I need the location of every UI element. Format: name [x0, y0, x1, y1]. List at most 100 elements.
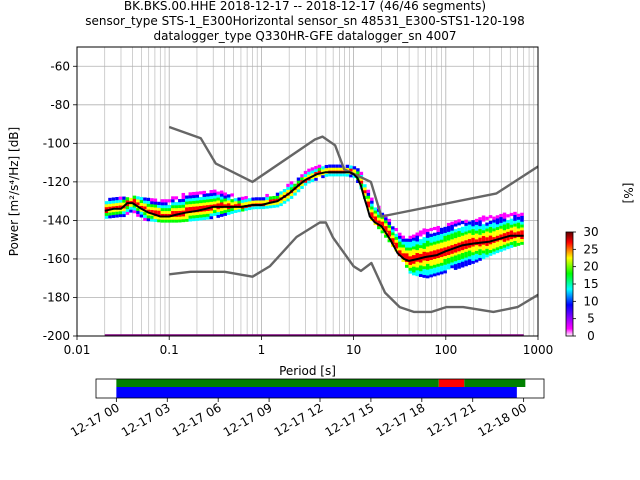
density-cell	[429, 233, 433, 237]
density-cell	[111, 203, 116, 207]
density-cell	[485, 231, 489, 235]
density-cell	[195, 206, 200, 210]
density-cell	[492, 233, 496, 238]
density-cell	[226, 200, 231, 204]
colorbar-tick-label: 0	[587, 329, 595, 343]
density-cell	[478, 243, 482, 247]
density-cell	[481, 232, 486, 237]
density-cell	[251, 206, 255, 210]
density-cell	[160, 219, 165, 223]
density-cell	[181, 192, 186, 197]
density-cell	[160, 210, 165, 214]
density-cell	[359, 177, 364, 181]
density-cell	[471, 254, 475, 259]
density-cell	[436, 272, 440, 276]
density-cell	[219, 202, 224, 206]
density-cell	[495, 229, 500, 233]
density-cell	[453, 240, 458, 244]
density-cell	[202, 213, 207, 218]
density-cell	[495, 215, 500, 219]
density-cell	[307, 180, 311, 184]
density-cell	[377, 211, 381, 215]
density-cell	[171, 196, 175, 200]
density-cell	[457, 259, 461, 263]
density-cell	[195, 194, 200, 198]
density-cell	[366, 189, 371, 193]
density-cell	[516, 222, 521, 226]
density-cell	[185, 204, 189, 208]
density-cell	[181, 201, 186, 205]
density-cell	[492, 219, 496, 223]
density-cell	[289, 192, 294, 197]
density-cell	[188, 203, 193, 208]
density-cell	[377, 220, 381, 224]
density-cell	[387, 239, 392, 243]
density-cell	[502, 224, 507, 228]
density-cell	[118, 211, 123, 215]
density-cell	[153, 201, 158, 205]
density-cell	[209, 198, 213, 202]
density-cell	[233, 201, 238, 205]
density-cell	[387, 233, 392, 237]
density-cell	[520, 221, 524, 225]
density-cell	[199, 217, 203, 221]
density-cell	[153, 207, 158, 211]
density-cell	[422, 263, 426, 267]
density-cell	[178, 201, 182, 206]
density-cell	[418, 233, 423, 237]
density-cell	[391, 229, 395, 233]
density-cell	[125, 202, 130, 207]
density-cell	[146, 209, 151, 213]
density-cell	[279, 194, 283, 198]
density-cell	[460, 252, 465, 256]
density-cell	[370, 203, 374, 207]
density-cell	[272, 204, 276, 208]
plot-frame	[76, 46, 539, 337]
density-cell	[202, 193, 207, 197]
density-cell	[471, 237, 475, 241]
density-cell	[132, 204, 137, 208]
title-line-3: datalogger_type Q330HR-GFE datalogger_sn…	[154, 29, 457, 43]
density-cell	[317, 164, 322, 168]
density-cell	[118, 202, 123, 206]
density-cell	[219, 196, 224, 200]
density-cell	[174, 210, 179, 214]
density-cell	[429, 251, 433, 255]
density-cell	[178, 199, 182, 203]
density-cell	[485, 248, 489, 252]
density-cell	[457, 239, 461, 243]
density-cell	[509, 218, 514, 222]
density-cell	[349, 165, 353, 169]
density-cell	[192, 197, 196, 201]
density-cell	[226, 203, 231, 207]
density-cell	[380, 218, 385, 222]
density-cell	[216, 197, 220, 201]
density-cell	[432, 258, 437, 262]
density-cell	[520, 212, 524, 216]
density-cell	[474, 256, 479, 260]
density-cell	[394, 242, 399, 246]
density-cell	[499, 225, 503, 229]
density-cell	[443, 261, 447, 265]
density-cell	[216, 194, 220, 198]
density-cell	[258, 197, 262, 201]
density-cell	[439, 227, 444, 232]
density-cell	[237, 197, 241, 201]
density-cell	[460, 249, 465, 254]
density-cell	[408, 235, 412, 239]
density-cell	[425, 228, 430, 233]
density-cell	[464, 225, 468, 229]
y-tick-label: -160	[43, 252, 70, 266]
density-cell	[415, 261, 419, 265]
density-cell	[464, 263, 468, 267]
density-cell	[509, 238, 514, 243]
density-cell	[425, 237, 430, 241]
y-axis-label: Power [m²/s⁴/Hz] [dB]	[7, 127, 21, 256]
density-cell	[488, 238, 493, 242]
density-cell	[481, 235, 486, 239]
title-line-2: sensor_type STS-1_E300Horizontal sensor_…	[85, 14, 525, 28]
density-cell	[453, 255, 458, 259]
density-cell	[411, 272, 416, 276]
density-cell	[481, 224, 486, 228]
